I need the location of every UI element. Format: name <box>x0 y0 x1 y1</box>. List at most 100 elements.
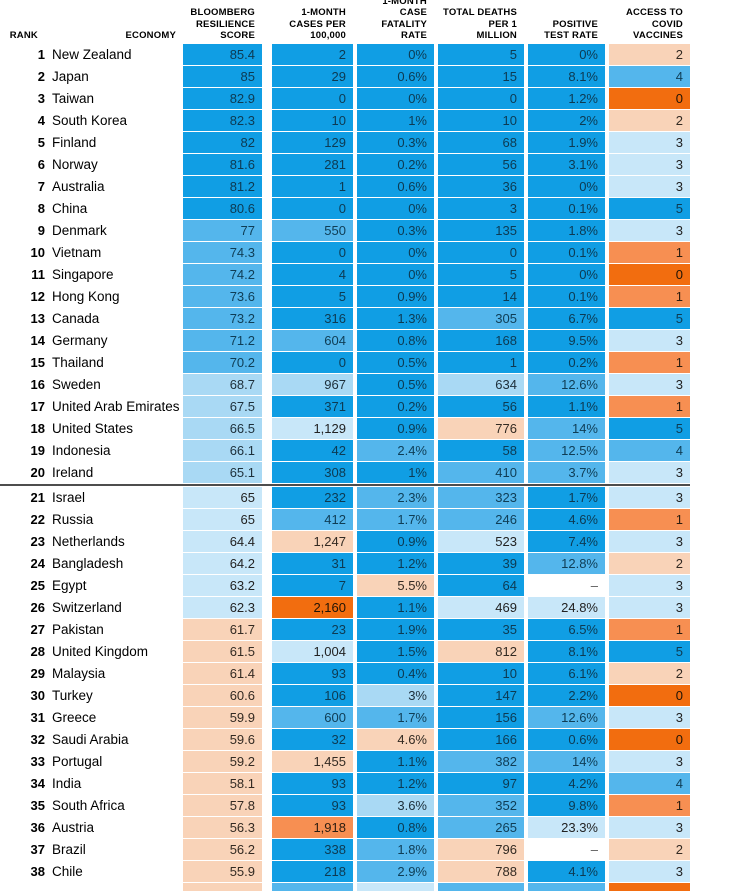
cell-positive: 1.8% <box>528 220 605 241</box>
cell-score: 68.7 <box>183 374 262 395</box>
table-row: 23 Netherlands 64.4 1,247 0.9% 523 7.4% … <box>0 531 739 552</box>
economy: Denmark <box>52 223 107 238</box>
cell-positive: 1.2% <box>528 88 605 109</box>
cell-score: 56.2 <box>183 839 262 860</box>
table-row: 20 Ireland 65.1 308 1% 410 3.7% 3 <box>0 462 739 483</box>
cell-score: 82 <box>183 132 262 153</box>
cell-score: 66.1 <box>183 440 262 461</box>
cell-score <box>183 883 262 891</box>
cell-deaths: 64 <box>438 575 524 596</box>
table-row: 28 United Kingdom 61.5 1,004 1.5% 812 8.… <box>0 641 739 662</box>
cell-deaths: 5 <box>438 44 524 65</box>
cell-positive: 6.1% <box>528 663 605 684</box>
cell-score: 59.9 <box>183 707 262 728</box>
cell-score: 61.7 <box>183 619 262 640</box>
table-row: 17 United Arab Emirates 67.5 371 0.2% 56… <box>0 396 739 417</box>
cell-vaccines: 3 <box>609 751 690 772</box>
cell-fatality: 0.5% <box>357 374 434 395</box>
cell-deaths: 135 <box>438 220 524 241</box>
cell-score: 61.5 <box>183 641 262 662</box>
cell-positive: 12.5% <box>528 440 605 461</box>
cell-cases: 1,129 <box>272 418 353 439</box>
rank: 38 <box>30 864 45 879</box>
cell-deaths: 265 <box>438 817 524 838</box>
cell-positive: 14% <box>528 418 605 439</box>
table-row: 31 Greece 59.9 600 1.7% 156 12.6% 3 <box>0 707 739 728</box>
rank: 24 <box>30 556 45 571</box>
cell-score: 81.2 <box>183 176 262 197</box>
economy: South Africa <box>52 798 125 813</box>
cell-deaths: 305 <box>438 308 524 329</box>
cell-fatality: 0.2% <box>357 154 434 175</box>
cell-cases: 93 <box>272 795 353 816</box>
cell-vaccines: 5 <box>609 641 690 662</box>
cell-deaths: 352 <box>438 795 524 816</box>
cell-deaths: 410 <box>438 462 524 483</box>
economy: Norway <box>52 157 98 172</box>
table-row: 10 Vietnam 74.3 0 0% 0 0.1% 1 <box>0 242 739 263</box>
economy: Japan <box>52 69 89 84</box>
rank: 20 <box>30 465 45 480</box>
cell-score: 85.4 <box>183 44 262 65</box>
cell-score: 66.5 <box>183 418 262 439</box>
economy: Greece <box>52 710 97 725</box>
cell-cases: 31 <box>272 553 353 574</box>
cell-fatality: 1.9% <box>357 619 434 640</box>
rank: 30 <box>30 688 45 703</box>
table-row: 4 South Korea 82.3 10 1% 10 2% 2 <box>0 110 739 131</box>
rank: 7 <box>37 179 45 194</box>
cell-deaths: 56 <box>438 396 524 417</box>
cell-cases: 600 <box>272 707 353 728</box>
cell-fatality: 0.3% <box>357 220 434 241</box>
table-row: 15 Thailand 70.2 0 0.5% 1 0.2% 1 <box>0 352 739 373</box>
economy: Taiwan <box>52 91 95 106</box>
cell-vaccines: 3 <box>609 176 690 197</box>
economy: Indonesia <box>52 443 111 458</box>
cell-vaccines: 0 <box>609 264 690 285</box>
cell-vaccines: 3 <box>609 374 690 395</box>
economy: Singapore <box>52 267 114 282</box>
cell-deaths: 39 <box>438 553 524 574</box>
cell-fatality: 1.5% <box>357 641 434 662</box>
cell-cases: 967 <box>272 374 353 395</box>
cell-cases: 0 <box>272 88 353 109</box>
cell-positive: 3.1% <box>528 154 605 175</box>
cell-cases: 2,160 <box>272 597 353 618</box>
economy: Portugal <box>52 754 103 769</box>
cell-cases: 29 <box>272 66 353 87</box>
cell-score: 59.6 <box>183 729 262 750</box>
cell-cases: 2 <box>272 44 353 65</box>
cell-cases: 93 <box>272 663 353 684</box>
cell-positive: 0.2% <box>528 352 605 373</box>
cell-deaths: 56 <box>438 154 524 175</box>
cell-fatality: 0.4% <box>357 663 434 684</box>
economy: Austria <box>52 820 95 835</box>
cell-positive: – <box>528 839 605 860</box>
cell-score: 58.1 <box>183 773 262 794</box>
cell-vaccines: 0 <box>609 88 690 109</box>
cell-deaths: 0 <box>438 88 524 109</box>
cell-deaths: 3 <box>438 198 524 219</box>
cell-vaccines: 1 <box>609 619 690 640</box>
table-row: 24 Bangladesh 64.2 31 1.2% 39 12.8% 2 <box>0 553 739 574</box>
cell-cases: 604 <box>272 330 353 351</box>
cell-score: 67.5 <box>183 396 262 417</box>
table-row: 6 Norway 81.6 281 0.2% 56 3.1% 3 <box>0 154 739 175</box>
header-economy: ECONOMY <box>125 29 176 41</box>
cell-fatality: 0% <box>357 198 434 219</box>
cell-positive: 12.6% <box>528 374 605 395</box>
cell-deaths: 812 <box>438 641 524 662</box>
cell-vaccines: 1 <box>609 352 690 373</box>
header-case-fatality-rate: 1-MONTH CASE FATALITY RATE <box>381 0 427 41</box>
economy: Switzerland <box>52 600 122 615</box>
cell-deaths <box>438 883 524 891</box>
cell-cases: 93 <box>272 773 353 794</box>
table-header-row: RANK ECONOMY BLOOMBERG RESILIENCE SCORE … <box>0 0 739 44</box>
cell-fatality: 2.4% <box>357 440 434 461</box>
cell-fatality: 1% <box>357 110 434 131</box>
cell-cases: 232 <box>272 487 353 508</box>
rank: 33 <box>30 754 45 769</box>
cell-cases: 4 <box>272 264 353 285</box>
cell-cases: 281 <box>272 154 353 175</box>
cell-score: 56.3 <box>183 817 262 838</box>
